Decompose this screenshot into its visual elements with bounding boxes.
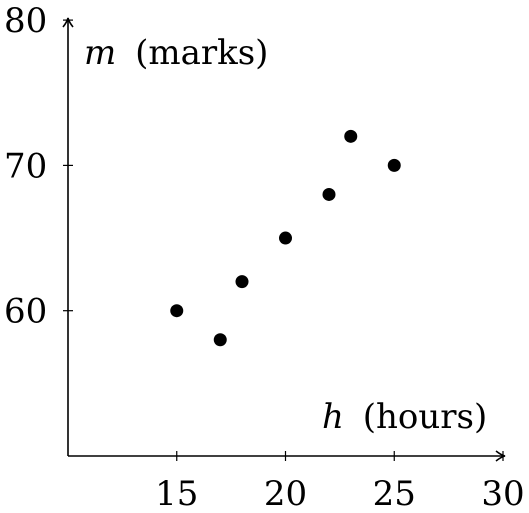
x-axis-label-variable: h bbox=[322, 397, 344, 437]
y-axis-label-variable: m bbox=[84, 33, 116, 73]
x-tick-label: 25 bbox=[373, 474, 416, 513]
x-ticks: 15 20 25 30 bbox=[155, 451, 525, 513]
data-point bbox=[344, 129, 358, 143]
x-axis-arrow bbox=[495, 450, 506, 462]
x-axis bbox=[68, 450, 506, 462]
y-axis-label: m (marks) bbox=[84, 33, 268, 73]
data-point bbox=[387, 158, 401, 172]
y-axis bbox=[62, 17, 74, 456]
data-point bbox=[235, 275, 249, 289]
x-axis-label: h (hours) bbox=[322, 397, 487, 437]
data-point bbox=[213, 333, 227, 347]
y-tick-label: 70 bbox=[4, 146, 47, 186]
x-axis-label-unit: (hours) bbox=[363, 397, 488, 437]
y-tick-label: 60 bbox=[4, 292, 47, 332]
x-tick-label: 30 bbox=[481, 474, 524, 513]
y-ticks: 60 70 80 bbox=[4, 1, 73, 332]
y-axis-arrow bbox=[62, 17, 74, 28]
x-tick-label: 20 bbox=[264, 474, 307, 513]
data-point bbox=[170, 304, 184, 318]
data-point bbox=[322, 187, 336, 201]
y-tick-label: 80 bbox=[4, 1, 47, 41]
y-axis-label-unit: (marks) bbox=[135, 33, 268, 73]
x-tick-label: 15 bbox=[155, 474, 198, 513]
data-points bbox=[170, 129, 401, 347]
data-point bbox=[279, 231, 292, 245]
